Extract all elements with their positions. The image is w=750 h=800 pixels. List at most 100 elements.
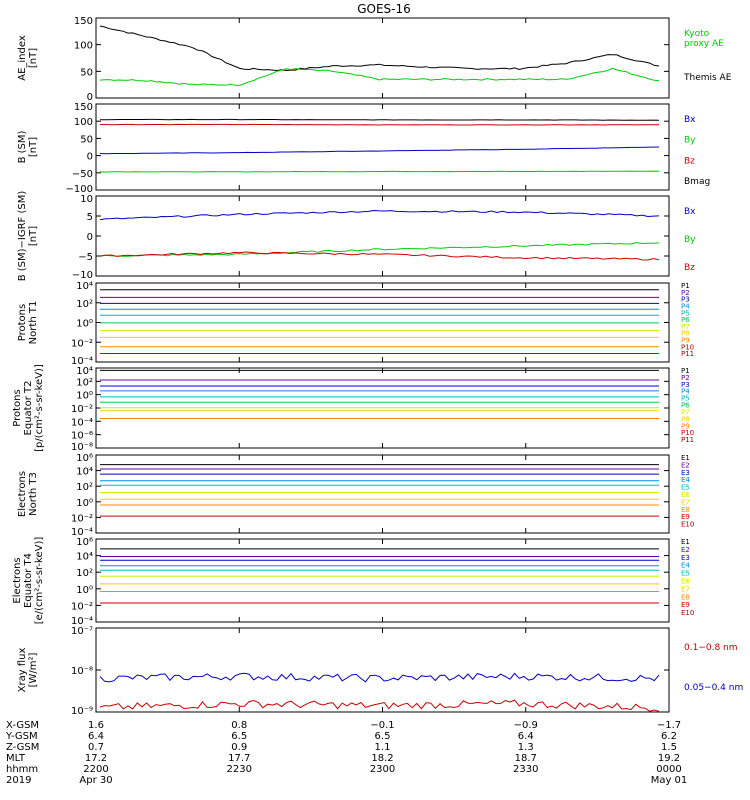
ytick-label: −10	[72, 270, 93, 281]
footer-value: 17.7	[228, 753, 250, 764]
legend-entry: Bx	[684, 207, 696, 217]
legend-entry: E5	[681, 484, 690, 492]
series-group-2	[99, 209, 660, 261]
series-group-3	[100, 289, 659, 354]
legend-entry: Bz	[684, 156, 695, 166]
legend-entry: P1	[681, 282, 690, 290]
ylabel-line: Equator T4	[23, 553, 34, 608]
ytick-label: 10⁴	[76, 552, 93, 563]
panel-xray: 10⁻⁷ 10⁻⁸ 10⁻⁹ Xray flux [W/m²] 0.1−0.8 nm 0.0…	[17, 626, 743, 717]
series-line	[99, 67, 660, 86]
legend-entry: P7	[681, 323, 690, 331]
ytick-label: 10⁶	[76, 453, 93, 464]
footer-value: 1.3	[518, 742, 534, 753]
footer-row-label: Z-GSM	[6, 742, 39, 753]
series-group-0	[99, 25, 660, 86]
legend-entry: P11	[681, 350, 694, 358]
ytick-label: 10⁻²	[71, 513, 93, 524]
legend-entry: P8	[681, 330, 690, 338]
ytick-label: 10⁴	[76, 366, 93, 377]
footer-value: 6.4	[88, 731, 104, 742]
panel-bigrf: 10 5 0 −5 −10 B (SM)−IGRF (SM) [nT] Bx By Bz	[17, 191, 696, 282]
ylabel-line: [nT]	[28, 137, 39, 157]
ytick-label: 10⁻⁸	[71, 666, 93, 677]
series-line	[99, 123, 659, 126]
ytick-label: 10⁻⁴	[71, 616, 93, 627]
ylabel-line: [nT]	[28, 48, 39, 68]
series-line	[99, 25, 660, 72]
footer-value: 2330	[513, 764, 538, 775]
ylabel-line: [nT]	[28, 226, 39, 246]
ylabel-line: Protons	[12, 389, 23, 426]
footer-value: Apr 30	[79, 775, 112, 786]
legend-entry: Kyoto	[684, 29, 710, 39]
legend-entry: 0.1−0.8 nm	[684, 643, 738, 653]
series-line	[99, 146, 660, 155]
footer-value: 6.5	[231, 731, 247, 742]
legend-entry: E7	[681, 498, 690, 506]
legend-entry: E1	[681, 538, 690, 546]
legend-entry: E1	[681, 454, 690, 462]
ephemeris-footer: X-GSM 1.6 0.8 −0.1 −0.9 −1.7 Y-GSM 6.4 6.5 6.5 6.4…	[5, 720, 687, 786]
ylabel-line: [e/(cm²-s-sr-keV)]	[34, 537, 45, 625]
legend-entry: P8	[681, 415, 690, 423]
ytick-label: −50	[72, 169, 93, 180]
panel-pn: 10⁴ 10² 10⁰ 10⁻² 10⁻⁴ Protons North T1 P1P2P3P4…	[17, 281, 694, 367]
ytick-label: 10²	[76, 482, 93, 493]
ytick-label: 50	[80, 134, 93, 145]
footer-value: 0000	[656, 764, 681, 775]
series-line	[99, 209, 660, 221]
legend-entry: P2	[681, 289, 690, 297]
ytick-label: 10⁰	[76, 498, 93, 509]
ytick-label: 10⁶	[76, 537, 93, 548]
legend-entry: P5	[681, 395, 690, 403]
ytick-label: 10⁻⁴	[71, 356, 93, 367]
legend-entry: Bx	[684, 115, 696, 125]
ytick-label: 10⁻²	[71, 601, 93, 612]
legend-entry: E3	[681, 554, 690, 562]
panel-frame	[95, 17, 670, 99]
footer-value: 18.7	[515, 753, 537, 764]
legend-entry: P3	[681, 381, 690, 389]
ylabel-line: B (SM)−IGRF (SM)	[17, 191, 28, 282]
ytick-label: 150	[74, 102, 93, 113]
legend-entry: E2	[681, 546, 690, 554]
plot-title: GOES-16	[357, 2, 411, 16]
ytick-label: 0	[87, 152, 93, 163]
panel-frame	[95, 627, 670, 713]
panel-frame	[95, 538, 670, 623]
footer-value: 1.1	[375, 742, 391, 753]
legend-entry: E9	[681, 513, 690, 521]
ytick-label: 10⁴	[76, 467, 93, 478]
series-line	[99, 699, 660, 712]
panel-frame	[95, 454, 670, 534]
legend-entry: E9	[681, 601, 690, 609]
footer-row-label: 2019	[6, 775, 31, 786]
legend-entry: E6	[681, 491, 690, 499]
ytick-label: 10⁻²	[71, 404, 93, 415]
legend-entry: E6	[681, 578, 690, 586]
legend-entry: By	[684, 136, 696, 146]
ytick-label: 10⁻²	[71, 338, 93, 349]
ylabel-line: Protons	[17, 304, 28, 341]
legend-entry: E10	[681, 609, 694, 617]
footer-row-label: MLT	[6, 753, 26, 764]
series-line	[99, 242, 660, 257]
legend-entry: E7	[681, 585, 690, 593]
legend-entry: P11	[681, 436, 694, 444]
ytick-label: −100	[66, 184, 93, 195]
legend-entry: P9	[681, 337, 690, 345]
footer-row-label: X-GSM	[6, 720, 39, 731]
footer-value: 2300	[370, 764, 395, 775]
ylabel-line: B (SM)	[17, 130, 28, 163]
legend-entry: Bmag	[684, 177, 710, 187]
ytick-label: 0	[87, 92, 93, 103]
legend-entry: By	[684, 235, 696, 245]
legend-entry: P10	[681, 343, 694, 351]
ylabel-line: AE_index	[17, 35, 28, 81]
ylabel-line: North T3	[28, 472, 39, 516]
ytick-label: 50	[80, 67, 93, 78]
